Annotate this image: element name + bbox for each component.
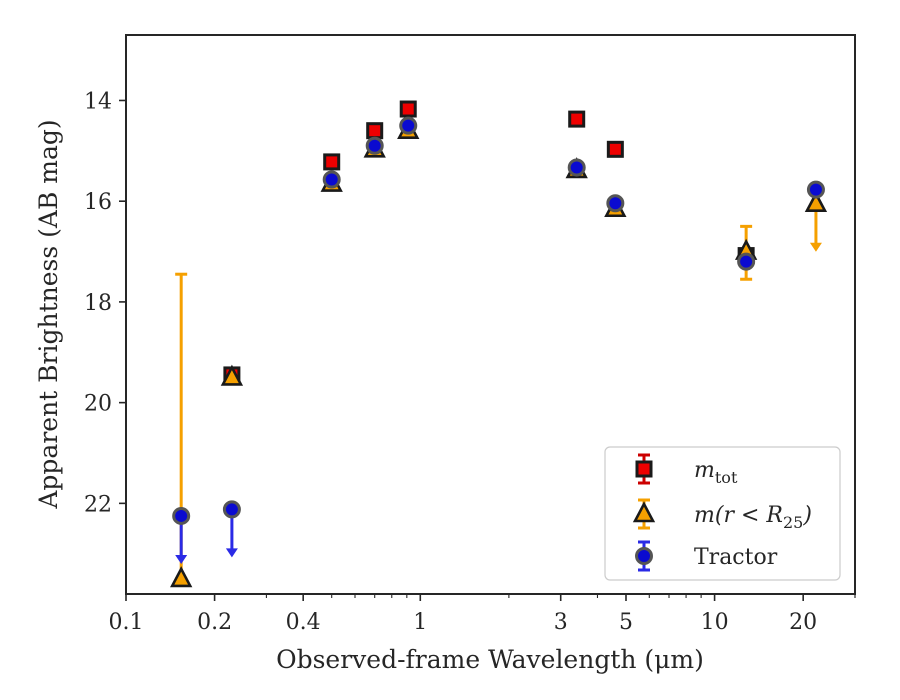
data-point-square	[606, 140, 624, 158]
data-point-circle	[567, 158, 586, 177]
series-circles	[172, 116, 825, 564]
x-axis-ticks: 0.1 0.2 0.4 1 3 5 10 20	[109, 594, 856, 635]
plot-marks	[170, 100, 828, 588]
x-tick-label: 1	[413, 610, 427, 635]
plot-frame	[125, 34, 856, 595]
legend: mtot m(r < R25) Tractor	[604, 446, 841, 581]
legend-entry: Tractor	[635, 540, 778, 572]
data-point-circle	[806, 180, 825, 199]
legend-label: Tractor	[694, 545, 778, 570]
data-point-circle	[365, 136, 384, 155]
data-point-circle	[172, 506, 191, 525]
legend-label: mtot	[694, 458, 738, 487]
data-point-square	[399, 100, 417, 118]
data-point-circle	[322, 170, 341, 189]
y-tick-label: 16	[84, 190, 112, 215]
x-tick-label: 20	[789, 610, 817, 635]
y-axis-label: Apparent Brightness (AB mag)	[34, 119, 63, 509]
legend-entry: m(r < R25)	[632, 498, 812, 532]
x-tick-label: 0.2	[197, 610, 232, 635]
legend-label: m(r < R25)	[694, 503, 812, 532]
x-tick-label: 3	[554, 610, 568, 635]
data-point-triangle	[170, 566, 193, 588]
x-tick-label: 5	[619, 610, 633, 635]
legend-box	[604, 446, 841, 581]
x-tick-label: 0.4	[286, 610, 321, 635]
data-point-triangle	[220, 364, 244, 386]
legend-entries: mtot m(r < R25) Tractor	[632, 453, 812, 572]
data-point-circle	[606, 194, 625, 213]
y-axis-ticks: 14 16 18 20 22	[84, 89, 126, 517]
legend-entry: mtot	[635, 453, 738, 487]
upper-limit-arrowhead	[809, 242, 822, 252]
data-point-square	[323, 153, 341, 171]
y-tick-label: 20	[84, 392, 112, 417]
data-point-circle	[222, 500, 241, 519]
data-point-square	[366, 122, 384, 140]
y-tick-label: 14	[84, 89, 112, 114]
upper-limit-arrowhead	[175, 554, 188, 564]
x-tick-label: 10	[701, 610, 729, 635]
data-point-square	[568, 110, 586, 128]
upper-limit-arrowhead	[225, 548, 238, 558]
x-tick-label: 0.1	[109, 610, 144, 635]
x-axis-label: Observed-frame Wavelength (μm)	[276, 645, 704, 674]
data-point-circle	[399, 116, 418, 135]
legend-marker-triangle	[632, 501, 656, 523]
data-point-triangle	[804, 190, 828, 213]
legend-marker-circle	[635, 547, 653, 565]
y-tick-label: 18	[84, 291, 112, 316]
legend-marker-square	[635, 460, 653, 478]
data-point-circle	[737, 252, 756, 271]
y-tick-label: 22	[84, 492, 112, 517]
